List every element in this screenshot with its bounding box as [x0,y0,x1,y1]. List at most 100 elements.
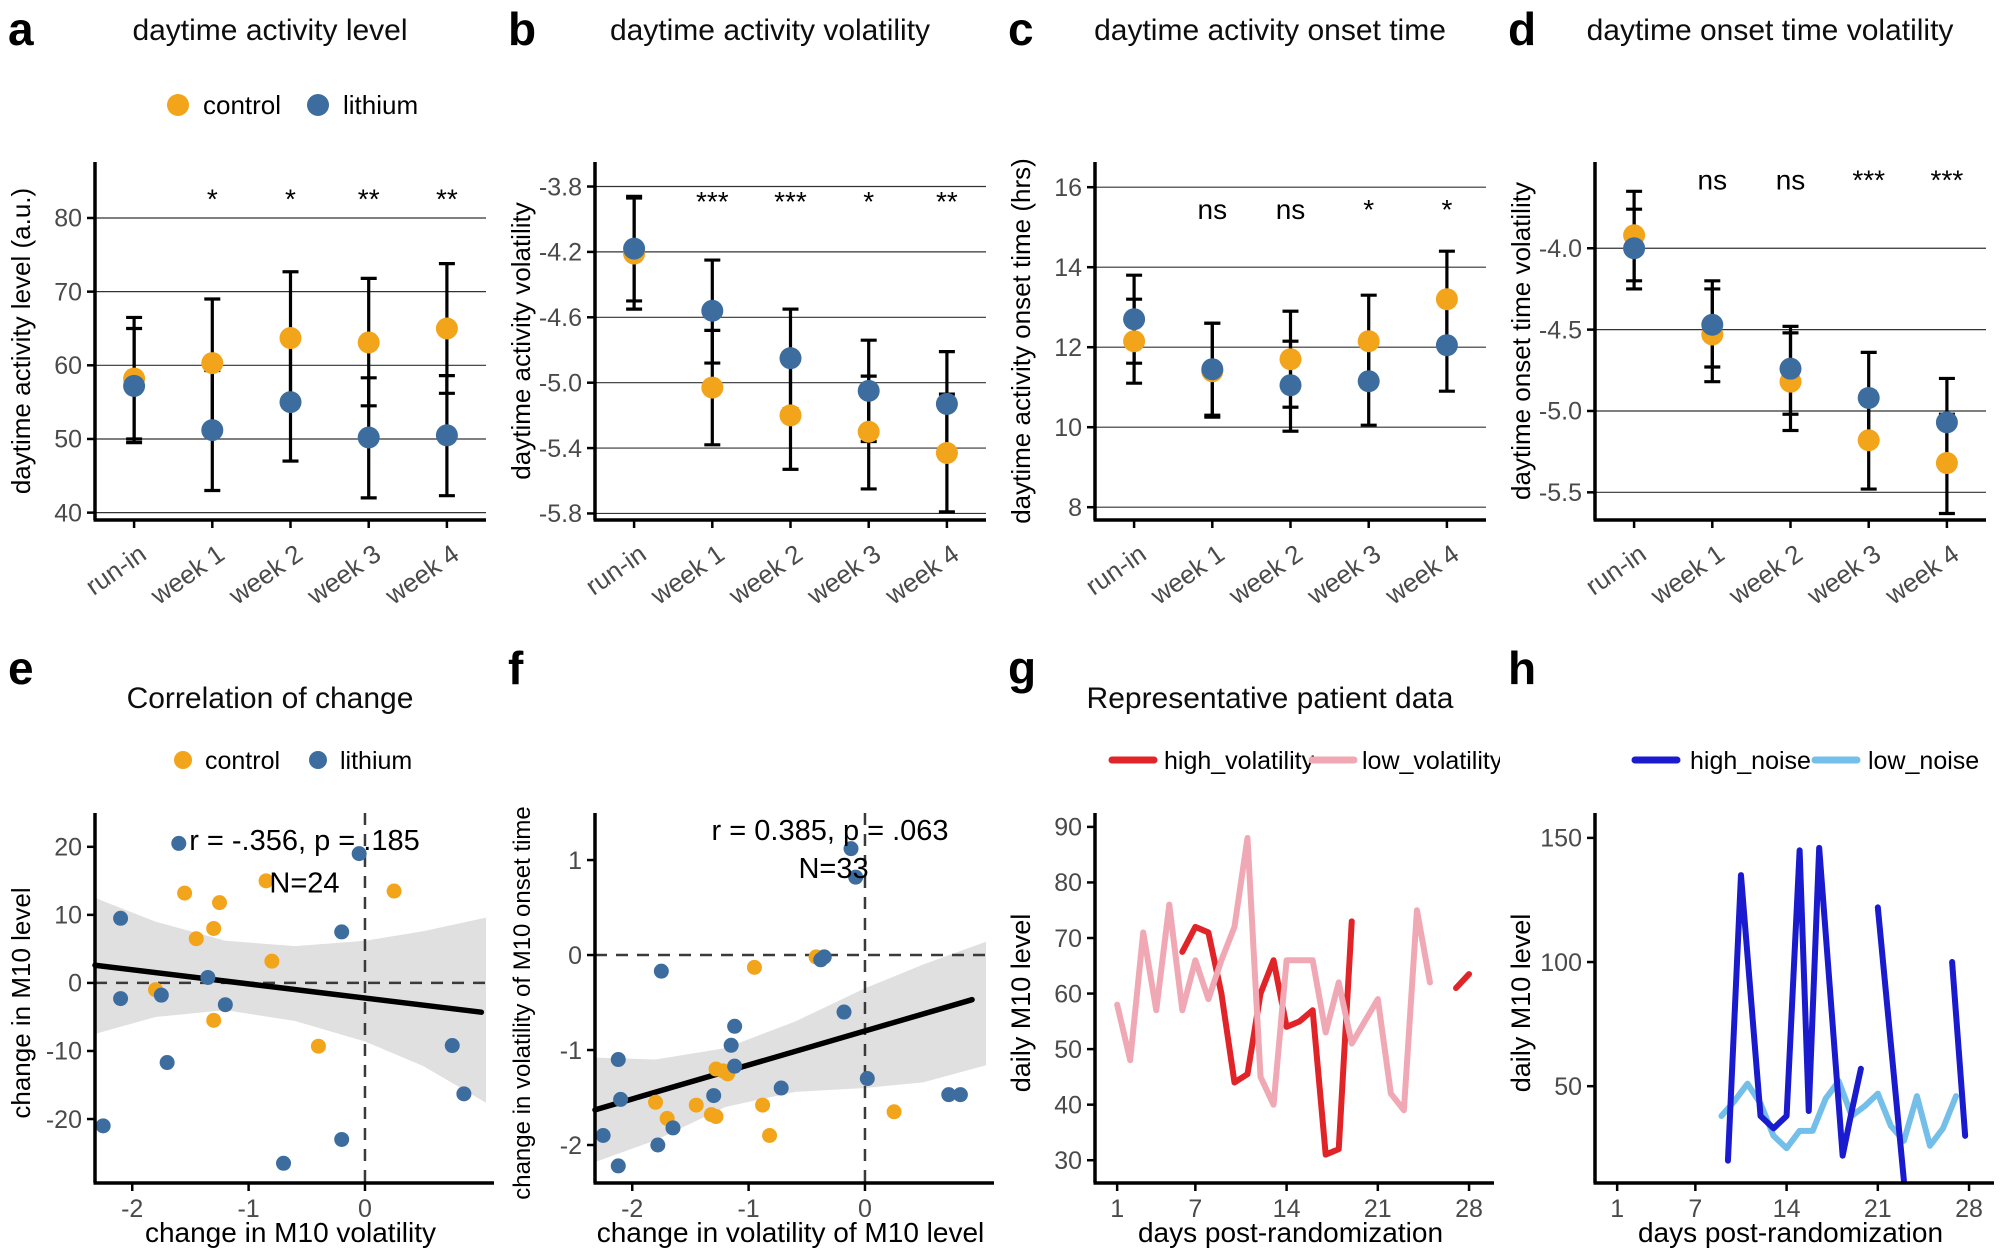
panel-b: b daytime activity volatility -3.8 -4.2 -4… [500,0,1000,616]
svg-text:21: 21 [1364,1195,1392,1223]
svg-text:7: 7 [1188,1195,1202,1223]
svg-text:-5.8: -5.8 [539,500,582,528]
svg-text:week 4: week 4 [1879,538,1965,610]
panel-h: h 50 100 150 1 7 14 21 28 daily M10 level days po… [1500,618,2000,1252]
svg-text:daily M10 level: daily M10 level [1506,914,1536,1093]
svg-text:-1: -1 [237,1195,259,1223]
panel-e: e Correlation of change -20 -10 0 10 20 -2 -1 0… [0,618,500,1252]
svg-text:0: 0 [68,970,82,998]
svg-text:30: 30 [1054,1147,1082,1175]
svg-text:run-in: run-in [1580,538,1652,601]
svg-text:*: * [285,183,296,214]
panel-title-e: Correlation of change [126,682,414,715]
svg-text:-3.8: -3.8 [539,173,582,201]
svg-text:-10: -10 [46,1038,82,1066]
svg-text:-20: -20 [46,1106,82,1134]
svg-text:-5.0: -5.0 [1539,398,1582,426]
svg-text:70: 70 [1054,925,1082,953]
svg-text:week 3: week 3 [1301,538,1387,610]
svg-text:8: 8 [1068,494,1082,522]
svg-text:50: 50 [1054,1036,1082,1064]
plot-f: -2 -1 0 1 -2 -1 0 change in volatility of M10 o… [509,806,994,1248]
svg-text:60: 60 [54,352,82,380]
panel-letter-c: c [1008,3,1034,55]
svg-text:*: * [207,183,218,214]
plot-g: 30 40 50 60 70 80 90 1 7 14 21 28 daily M10 level day… [1006,747,1500,1248]
panel-title-b: daytime activity volatility [609,14,931,47]
svg-text:80: 80 [54,205,82,233]
svg-text:**: ** [936,186,958,217]
svg-text:14: 14 [1773,1195,1801,1223]
svg-text:daytime activity volatility: daytime activity volatility [506,202,536,479]
svg-text:run-in: run-in [1080,538,1152,601]
svg-text:daytime activity onset time (h: daytime activity onset time (hrs) [1006,158,1036,524]
svg-text:**: ** [358,183,380,214]
svg-text:14: 14 [1054,254,1082,282]
svg-text:ns: ns [1198,194,1228,225]
svg-text:0: 0 [568,942,582,970]
svg-text:control: control [203,90,281,120]
svg-text:days post-randomization: days post-randomization [1638,1217,1943,1248]
svg-text:-4.2: -4.2 [539,239,582,267]
svg-text:***: *** [1931,165,1964,196]
svg-text:150: 150 [1540,825,1582,853]
svg-text:week 3: week 3 [301,538,387,610]
svg-text:r = 0.385, p = .063: r = 0.385, p = .063 [712,815,949,847]
svg-text:change in volatility of M10 le: change in volatility of M10 level [597,1217,985,1248]
svg-text:week 4: week 4 [379,538,465,610]
svg-text:control: control [205,747,280,775]
svg-text:-2: -2 [560,1132,582,1160]
svg-text:21: 21 [1864,1195,1892,1223]
svg-text:week 4: week 4 [879,538,965,610]
panel-d: d daytime onset time volatility -4.0 -4.5… [1500,0,2000,616]
svg-text:run-in: run-in [580,538,652,601]
svg-text:week 4: week 4 [1379,538,1465,610]
svg-text:week 3: week 3 [1801,538,1887,610]
svg-text:100: 100 [1540,949,1582,977]
svg-text:*: * [1441,194,1452,225]
svg-text:-5.4: -5.4 [539,435,582,463]
panel-letter-b: b [508,3,537,55]
svg-text:week 1: week 1 [1644,538,1730,610]
svg-text:daytime onset time volatility: daytime onset time volatility [1506,182,1536,500]
svg-text:week 2: week 2 [1222,538,1308,610]
svg-text:daytime activity level (a.u.): daytime activity level (a.u.) [6,188,36,494]
svg-text:week 2: week 2 [1722,538,1808,610]
panel-c: c daytime activity onset time 8 10 12 14 16 r… [1000,0,1500,616]
svg-text:60: 60 [1054,980,1082,1008]
svg-text:28: 28 [1455,1195,1483,1223]
panel-letter-e: e [8,642,34,694]
panel-letter-d: d [1508,3,1537,55]
svg-text:-2: -2 [621,1195,643,1223]
svg-text:change in M10 level: change in M10 level [6,887,36,1118]
svg-text:14: 14 [1273,1195,1301,1223]
svg-text:change in volatility of M10 on: change in volatility of M10 onset time [509,806,536,1200]
svg-text:week 2: week 2 [222,538,308,610]
svg-text:16: 16 [1054,174,1082,202]
svg-text:0: 0 [358,1195,372,1223]
svg-text:week 2: week 2 [722,538,808,610]
svg-text:N=33: N=33 [798,853,868,885]
svg-text:week 1: week 1 [144,538,230,610]
svg-text:***: *** [774,186,807,217]
svg-text:ns: ns [1276,194,1306,225]
svg-text:50: 50 [54,426,82,454]
panel-g: g Representative patient data 30 40 50 60 70… [1000,618,1500,1252]
svg-text:-1: -1 [737,1195,759,1223]
svg-text:1: 1 [1610,1195,1624,1223]
svg-text:lithium: lithium [340,747,412,775]
panel-letter-h: h [1508,642,1537,694]
panel-title-d: daytime onset time volatility [1586,14,1954,47]
svg-text:N=24: N=24 [269,867,339,899]
panel-title-c: daytime activity onset time [1094,14,1446,47]
svg-text:0: 0 [858,1195,872,1223]
svg-text:week 1: week 1 [1144,538,1230,610]
svg-text:40: 40 [54,499,82,527]
svg-text:***: *** [696,186,729,217]
svg-text:50: 50 [1554,1073,1582,1101]
svg-text:-4.6: -4.6 [539,304,582,332]
svg-text:ns: ns [1698,165,1728,196]
